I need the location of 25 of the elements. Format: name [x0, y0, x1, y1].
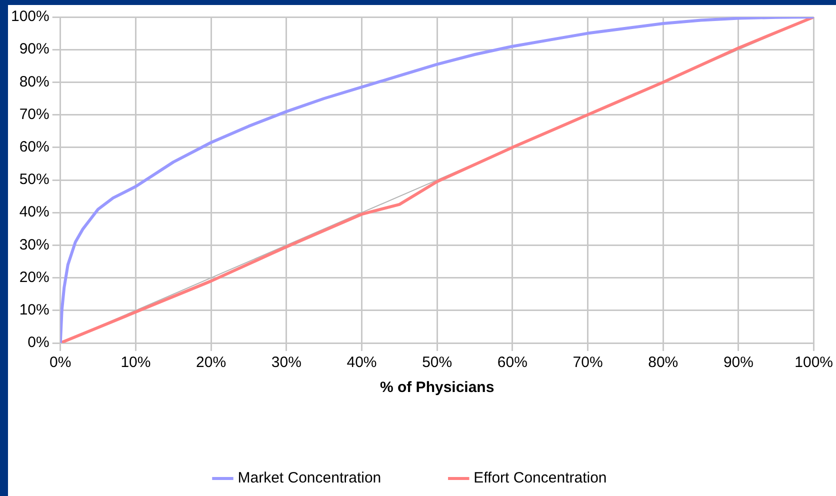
y-tick-label: 10% — [19, 302, 50, 319]
x-tick-label: 80% — [648, 354, 678, 372]
x-tick-label: 10% — [120, 354, 151, 372]
y-tick-label: 60% — [19, 138, 50, 156]
x-tick-label: 60% — [497, 354, 528, 372]
x-tick-label: 30% — [271, 354, 302, 372]
y-tick-label: 70% — [19, 106, 50, 123]
legend-label: Market Concentration — [238, 470, 382, 487]
y-tick-label: 30% — [19, 236, 50, 254]
y-tick-label: 0% — [28, 334, 50, 352]
x-tick-label: 40% — [346, 354, 377, 372]
x-tick-label: 100% — [794, 354, 834, 372]
x-axis-title: % of Physicians — [380, 379, 494, 396]
y-tick-label: 50% — [19, 171, 50, 188]
y-tick-label: 40% — [19, 204, 50, 221]
x-tick-label: 50% — [422, 354, 452, 372]
y-tick-label: 80% — [19, 73, 50, 90]
x-tick-label: 70% — [572, 354, 603, 372]
x-tick-label: 20% — [196, 354, 226, 372]
y-tick-label: 90% — [19, 40, 50, 58]
x-tick-label: 90% — [723, 354, 754, 372]
y-tick-label: 20% — [19, 268, 50, 286]
y-tick-label: 100% — [10, 8, 50, 26]
legend-label: Effort Concentration — [474, 470, 607, 487]
x-tick-label: 0% — [50, 354, 72, 372]
